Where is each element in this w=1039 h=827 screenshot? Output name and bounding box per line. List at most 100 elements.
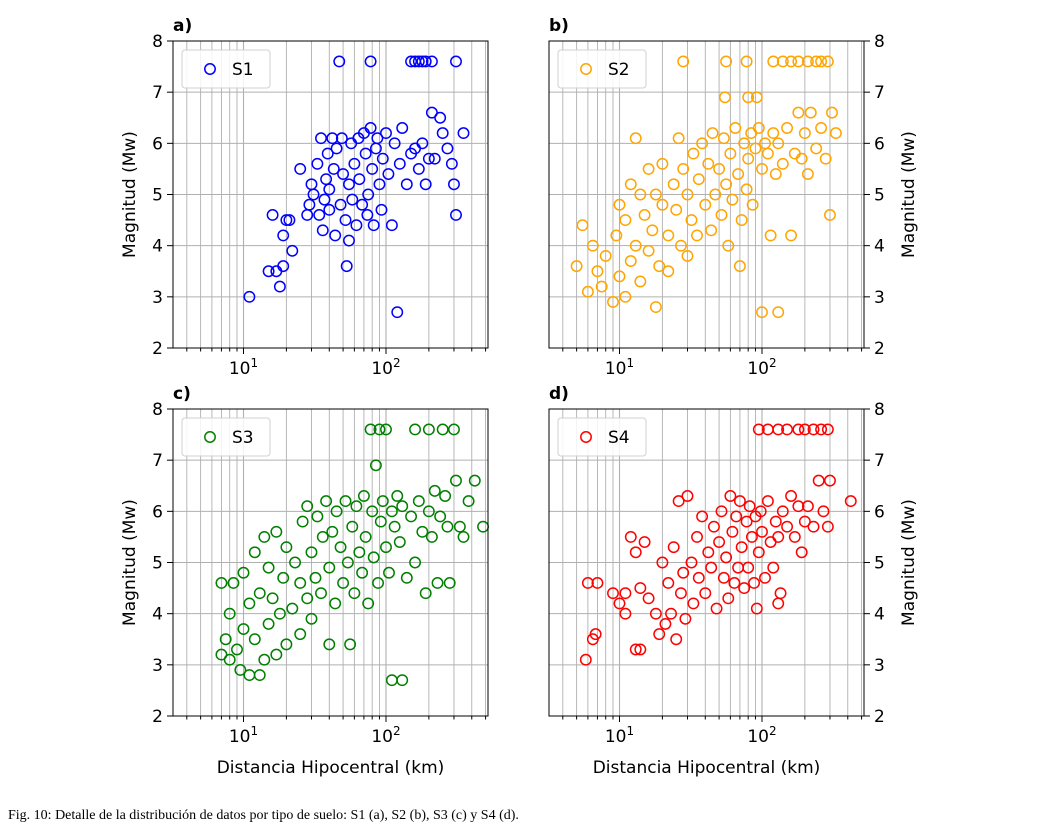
data-point — [330, 142, 343, 155]
scatter-points — [579, 423, 857, 666]
data-point — [445, 157, 458, 170]
data-point — [422, 152, 435, 165]
data-point — [720, 55, 733, 68]
data-point — [323, 561, 336, 574]
data-point — [687, 147, 700, 160]
data-point — [346, 520, 359, 533]
data-point — [337, 577, 350, 589]
data-point — [450, 55, 462, 68]
data-point — [767, 127, 780, 140]
data-point — [337, 168, 350, 180]
data-point — [367, 551, 380, 564]
data-point — [335, 132, 348, 145]
y-tick-label: 3 — [152, 288, 163, 308]
data-point — [826, 106, 838, 119]
data-point — [733, 260, 746, 273]
data-point — [591, 265, 604, 278]
data-point — [329, 597, 342, 610]
data-point — [409, 556, 422, 569]
data-point — [715, 209, 728, 221]
y-tick-label: 8 — [874, 400, 885, 420]
data-point — [732, 561, 745, 574]
data-point — [699, 198, 712, 211]
legend-box — [557, 417, 647, 457]
data-point — [715, 505, 728, 518]
data-point — [764, 536, 777, 548]
data-point — [776, 505, 789, 518]
data-point — [781, 122, 794, 134]
data-point — [477, 520, 489, 533]
data-point — [672, 495, 685, 508]
data-point — [681, 249, 694, 262]
data-point — [776, 55, 789, 68]
data-point — [662, 577, 675, 589]
data-point — [316, 530, 329, 543]
data-point — [434, 510, 447, 523]
data-point — [315, 132, 327, 145]
panel-label: c) — [173, 384, 191, 404]
data-point — [726, 193, 739, 206]
data-point — [810, 142, 823, 155]
data-point — [754, 505, 767, 518]
data-point — [707, 520, 720, 533]
data-point — [388, 137, 401, 150]
data-point — [576, 219, 589, 232]
data-point — [570, 260, 583, 273]
data-point — [752, 423, 765, 436]
data-point — [436, 127, 449, 140]
data-point — [364, 423, 377, 436]
y-tick-label: 4 — [874, 605, 885, 625]
y-tick-label: 5 — [152, 186, 163, 206]
data-point — [649, 301, 662, 314]
legend-box — [181, 49, 271, 89]
data-point — [441, 520, 454, 533]
data-point — [767, 55, 780, 68]
data-point — [679, 612, 692, 625]
data-point — [262, 617, 275, 630]
x-tick-label: 102 — [747, 356, 776, 379]
data-point — [320, 495, 333, 508]
chart-panel-1: 101 102 2 3 4 5 6 7 8 Magnitud (Mw) a) S1 — [120, 16, 489, 379]
data-point — [359, 530, 372, 543]
x-tick-label: 102 — [747, 724, 776, 747]
data-point — [258, 653, 271, 666]
data-point — [373, 178, 386, 191]
data-point — [215, 648, 228, 661]
data-point — [769, 168, 782, 180]
data-point — [396, 674, 409, 687]
data-point — [326, 132, 339, 145]
data-point — [792, 106, 805, 119]
data-point — [638, 536, 651, 548]
legend-marker — [204, 431, 216, 443]
data-point — [448, 178, 460, 191]
data-point — [670, 633, 683, 646]
data-point — [781, 423, 794, 436]
data-point — [361, 209, 374, 221]
data-point — [756, 162, 768, 175]
data-point — [730, 510, 743, 523]
data-point — [624, 178, 637, 191]
data-point — [393, 157, 406, 170]
x-tick-label: 101 — [229, 356, 258, 379]
data-point — [457, 127, 470, 140]
figure: 101 102 2 3 4 5 6 7 8 Magnitud (Mw) a) S1 101 102 2 3 4 5… — [120, 16, 919, 778]
data-point — [385, 674, 398, 687]
data-point — [385, 219, 398, 232]
data-point — [362, 597, 375, 610]
data-point — [439, 490, 452, 502]
legend-marker — [580, 431, 592, 443]
data-point — [742, 561, 755, 574]
data-point — [681, 490, 694, 502]
data-point — [301, 592, 314, 605]
legend-label: S3 — [232, 428, 254, 448]
data-point — [400, 571, 413, 584]
data-point — [810, 55, 823, 68]
data-point — [346, 193, 359, 206]
data-point — [353, 173, 366, 186]
data-point — [792, 500, 805, 513]
data-point — [303, 198, 316, 211]
data-point — [350, 500, 363, 513]
y-tick-label: 8 — [152, 400, 163, 420]
data-point — [795, 546, 808, 559]
data-point — [400, 178, 413, 191]
